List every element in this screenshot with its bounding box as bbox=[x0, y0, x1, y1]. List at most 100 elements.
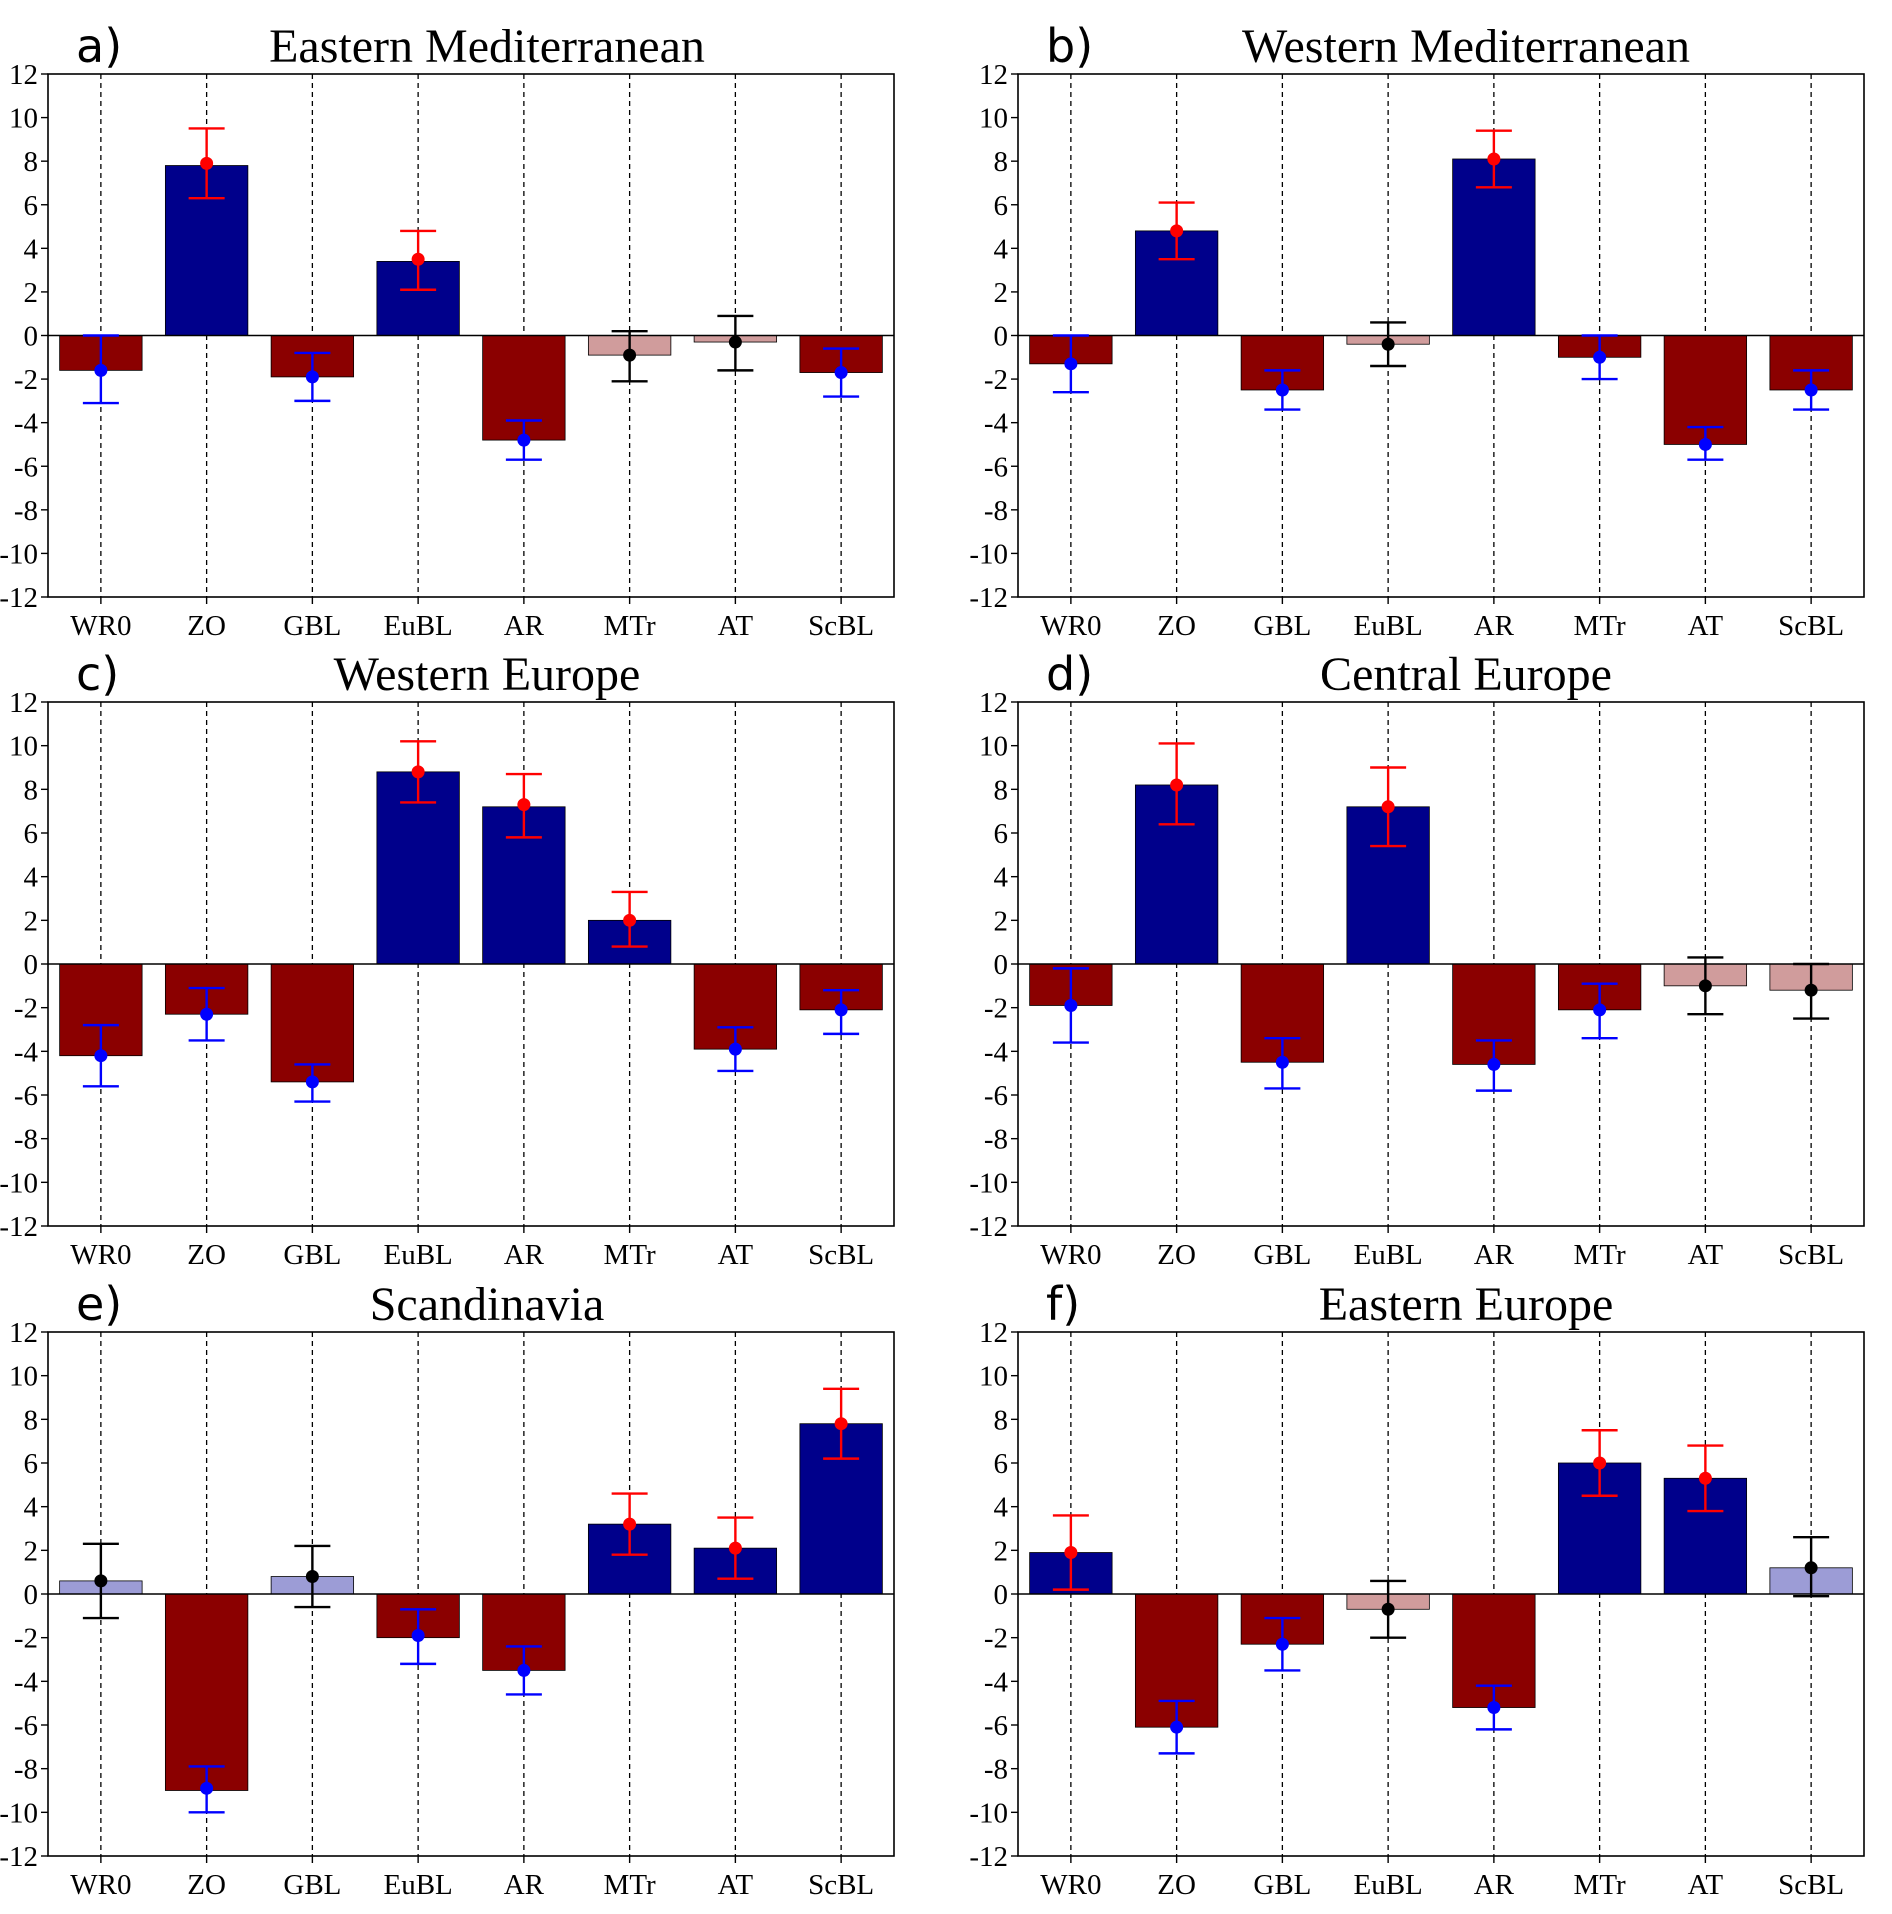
y-tick-label: -12 bbox=[969, 1841, 1008, 1873]
x-tick-label: AT bbox=[1688, 610, 1724, 642]
panel-label: e) bbox=[76, 1277, 122, 1331]
x-tick-label: AR bbox=[504, 610, 545, 642]
x-tick-label: EuBL bbox=[1353, 1869, 1422, 1901]
x-tick-label: MTr bbox=[604, 1869, 656, 1901]
panel-e: e) Scandinavia 12 10 8 6 4 2 0 -2 -4 -6 -8 -10 -12 WR0 Z… bbox=[0, 1277, 895, 1901]
x-tick-label: GBL bbox=[1253, 610, 1311, 642]
point-MTr bbox=[623, 348, 637, 362]
x-tick-label: GBL bbox=[283, 1239, 341, 1271]
point-AT bbox=[728, 1042, 742, 1056]
y-tick-label: -4 bbox=[14, 1666, 39, 1698]
y-tick-label: -2 bbox=[14, 364, 38, 396]
x-tick-label: GBL bbox=[1253, 1239, 1311, 1271]
point-AR bbox=[1487, 1701, 1501, 1715]
x-tick-label: MTr bbox=[604, 610, 656, 642]
chart-title: Scandinavia bbox=[370, 1278, 605, 1331]
x-tick-label: AT bbox=[1688, 1869, 1724, 1901]
y-tick-label: 0 bbox=[994, 1579, 1009, 1611]
y-tick-label: -12 bbox=[969, 582, 1008, 614]
chart-title: Western Europe bbox=[334, 648, 641, 701]
point-AR bbox=[517, 433, 531, 447]
point-WR0 bbox=[1064, 1546, 1078, 1560]
x-tick-label: MTr bbox=[604, 1239, 656, 1271]
point-ScBL bbox=[1804, 383, 1818, 397]
bar-ZO bbox=[164, 1593, 249, 1791]
x-tick-label: WR0 bbox=[70, 610, 131, 642]
x-tick-label: GBL bbox=[283, 1869, 341, 1901]
y-tick-label: -8 bbox=[14, 1124, 38, 1156]
x-tick-label: ZO bbox=[1157, 1239, 1196, 1271]
y-tick-label: -10 bbox=[969, 538, 1008, 570]
point-AT bbox=[1698, 437, 1712, 451]
y-tick-label: -8 bbox=[984, 1124, 1008, 1156]
point-ZO bbox=[200, 1781, 214, 1795]
x-tick-label: AT bbox=[718, 1239, 754, 1271]
x-tick-label: WR0 bbox=[1040, 1239, 1101, 1271]
y-tick-label: -4 bbox=[984, 408, 1009, 440]
point-ScBL bbox=[834, 366, 848, 380]
x-tick-label: ScBL bbox=[1778, 1869, 1844, 1901]
y-tick-label: 2 bbox=[994, 1535, 1009, 1567]
point-GBL bbox=[305, 1570, 319, 1584]
y-tick-label: 12 bbox=[9, 1317, 38, 1349]
panel-f: f) Eastern Europe 12 10 8 6 4 2 0 -2 -4 -6 -8 -10 -12 W… bbox=[969, 1277, 1865, 1901]
y-tick-label: 2 bbox=[994, 277, 1009, 309]
y-tick-label: -10 bbox=[969, 1797, 1008, 1829]
x-tick-label: EuBL bbox=[383, 1869, 452, 1901]
point-ScBL bbox=[834, 1417, 848, 1431]
y-tick-label: 6 bbox=[24, 190, 39, 222]
y-tick-label: -6 bbox=[14, 451, 38, 483]
y-tick-label: 8 bbox=[994, 774, 1009, 806]
bar-EuBL bbox=[376, 771, 460, 965]
x-tick-label: EuBL bbox=[1353, 610, 1422, 642]
y-tick-label: -8 bbox=[984, 1754, 1008, 1786]
point-AT bbox=[1698, 979, 1712, 993]
x-tick-label: MTr bbox=[1574, 1239, 1626, 1271]
x-tick-label: EuBL bbox=[383, 1239, 452, 1271]
x-tick-label: ZO bbox=[1157, 1869, 1196, 1901]
point-GBL bbox=[1275, 1637, 1289, 1651]
y-tick-label: 8 bbox=[994, 146, 1009, 178]
y-tick-label: -2 bbox=[14, 993, 38, 1025]
point-GBL bbox=[305, 1075, 319, 1089]
y-tick-label: 2 bbox=[24, 905, 39, 937]
x-tick-label: EuBL bbox=[1353, 1239, 1422, 1271]
x-tick-label: ZO bbox=[1157, 610, 1196, 642]
y-tick-label: -10 bbox=[0, 1797, 38, 1829]
panel-label: f) bbox=[1046, 1277, 1080, 1331]
point-WR0 bbox=[94, 1049, 108, 1063]
point-ZO bbox=[200, 1007, 214, 1021]
x-tick-label: GBL bbox=[1253, 1869, 1311, 1901]
y-tick-label: 2 bbox=[24, 1535, 39, 1567]
y-tick-label: -10 bbox=[0, 1167, 38, 1199]
point-AT bbox=[728, 335, 742, 349]
y-tick-label: -6 bbox=[984, 1710, 1008, 1742]
x-tick-label: WR0 bbox=[1040, 610, 1101, 642]
point-AR bbox=[517, 1663, 531, 1677]
y-tick-label: 8 bbox=[24, 146, 39, 178]
y-tick-label: -2 bbox=[14, 1623, 38, 1655]
y-tick-label: 6 bbox=[994, 190, 1009, 222]
x-tick-label: WR0 bbox=[1040, 1869, 1101, 1901]
y-tick-label: 0 bbox=[994, 321, 1009, 353]
x-tick-label: ScBL bbox=[1778, 1239, 1844, 1271]
bar-GBL bbox=[270, 963, 355, 1083]
y-tick-label: 12 bbox=[9, 687, 38, 719]
y-tick-label: 12 bbox=[979, 687, 1008, 719]
x-tick-label: AR bbox=[1474, 1869, 1515, 1901]
y-tick-label: 10 bbox=[9, 103, 38, 135]
y-tick-label: 6 bbox=[24, 818, 39, 850]
point-MTr bbox=[1593, 1456, 1607, 1470]
point-EuBL bbox=[411, 252, 425, 266]
point-AT bbox=[728, 1541, 742, 1555]
y-tick-label: 0 bbox=[24, 1579, 39, 1611]
panel-label: c) bbox=[76, 647, 119, 701]
x-tick-label: MTr bbox=[1574, 1869, 1626, 1901]
chart-title: Eastern Europe bbox=[1319, 1278, 1614, 1331]
x-tick-label: GBL bbox=[283, 610, 341, 642]
point-MTr bbox=[623, 913, 637, 927]
x-tick-label: AR bbox=[504, 1869, 545, 1901]
x-tick-label: ScBL bbox=[808, 610, 874, 642]
x-tick-label: ScBL bbox=[1778, 610, 1844, 642]
